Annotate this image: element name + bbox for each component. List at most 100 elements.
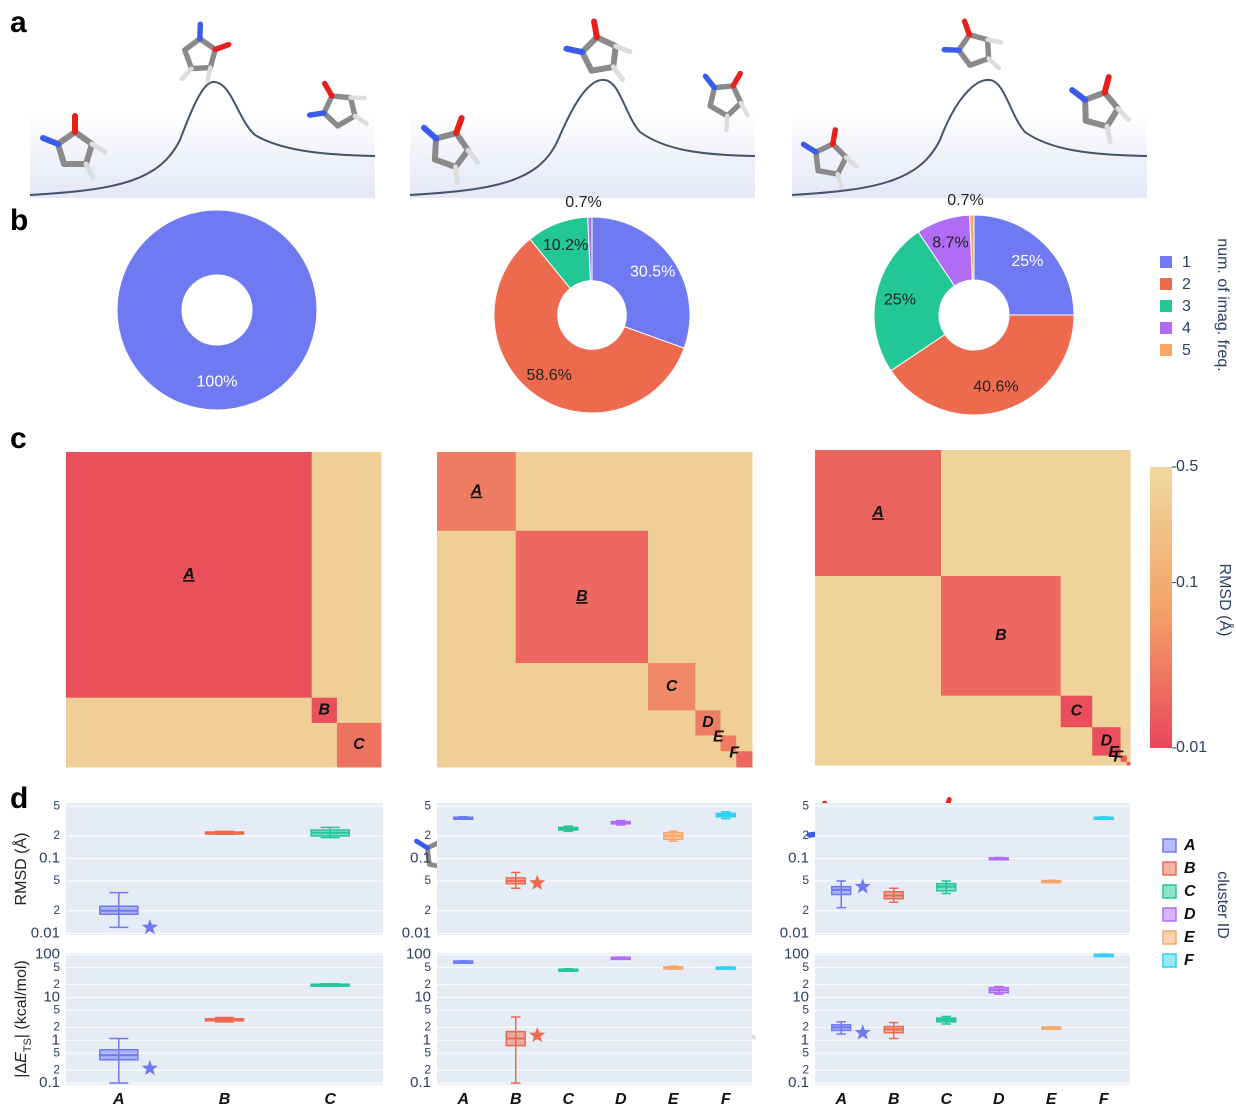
heatmap-block <box>648 751 696 768</box>
reference-star <box>141 918 158 935</box>
y-tick-label: 2 <box>424 903 431 917</box>
y-tick-label: 5 <box>802 960 809 974</box>
heatmap-block <box>515 663 649 711</box>
heatmap-block <box>1092 450 1122 577</box>
panel-label: b <box>10 204 28 237</box>
pie-label: 8.7% <box>932 234 968 251</box>
legend-swatch <box>1160 344 1172 356</box>
bond <box>321 80 335 99</box>
heatmap-block <box>1060 761 1093 766</box>
bond <box>1082 89 1121 130</box>
x-tick-label: E <box>1046 1091 1058 1108</box>
y-tick-label: 2 <box>53 1020 60 1034</box>
heatmap-block <box>941 761 1062 766</box>
heatmap-block <box>1126 450 1131 577</box>
heatmap-block <box>1092 727 1122 757</box>
heatmap-block <box>648 735 696 752</box>
heatmap-block <box>736 735 753 752</box>
y-tick-label: 0.1 <box>410 849 431 866</box>
y-tick-label: 2 <box>53 903 60 917</box>
y-tick-label: 2 <box>53 977 60 991</box>
bond <box>40 135 61 147</box>
heatmap-block <box>1092 761 1122 766</box>
bond <box>1104 123 1113 145</box>
heatmap-block <box>736 710 753 736</box>
bond <box>702 73 718 91</box>
y-tick-label: 0.01 <box>31 924 60 941</box>
heatmap-block <box>815 695 942 728</box>
legend-label: 4 <box>1182 320 1191 337</box>
heatmap-block <box>941 755 1062 763</box>
heatmap-block <box>1120 695 1128 728</box>
y-tick-label: 5 <box>53 798 60 812</box>
bond <box>941 47 962 53</box>
pie-label: 0.7% <box>947 192 983 209</box>
bond <box>306 110 327 118</box>
bond <box>179 66 194 82</box>
y-tick-label: 5 <box>53 1003 60 1017</box>
bond <box>579 34 619 74</box>
heatmap-block <box>720 710 737 736</box>
x-tick-label: B <box>888 1091 900 1108</box>
y-axis-title-part: | (kcal/mol) <box>13 960 30 1038</box>
y-tick-label: 2 <box>424 1020 431 1034</box>
y-tick-label: 5 <box>424 960 431 974</box>
y-tick-label: 5 <box>802 873 809 887</box>
reference-star <box>854 878 871 894</box>
y-tick-label: 2 <box>802 977 809 991</box>
heatmap-block <box>1120 576 1128 697</box>
cluster-label: D <box>1101 733 1113 750</box>
x-tick-label: A <box>112 1091 125 1108</box>
pie-label: 58.6% <box>526 367 571 384</box>
heatmap-block <box>1120 761 1128 766</box>
pie-slice <box>493 238 685 414</box>
reference-star <box>529 1026 546 1043</box>
heatmap-block <box>437 452 517 532</box>
cluster-label: F <box>1114 749 1125 766</box>
x-tick-label: A <box>456 1091 469 1108</box>
y-tick-label: 2 <box>424 828 431 842</box>
y-tick-label: 5 <box>424 798 431 812</box>
bond <box>55 129 95 167</box>
heatmap-block <box>336 697 382 724</box>
heatmap-block <box>736 530 753 664</box>
x-tick-label: B <box>219 1091 231 1108</box>
bond <box>985 37 1004 45</box>
cluster-label: E <box>1108 744 1120 761</box>
heatmap-block <box>1120 450 1128 577</box>
y-tick-label: 2 <box>424 1062 431 1076</box>
molecule <box>1069 74 1131 145</box>
x-tick-label: B <box>510 1091 522 1108</box>
colorbar-tick-label: 0.01 <box>1176 739 1207 756</box>
y-tick-label: 0.1 <box>788 1074 809 1091</box>
heatmap-block <box>1126 755 1131 763</box>
heatmap-block <box>1060 695 1093 728</box>
bond <box>453 164 460 185</box>
bond <box>830 127 839 147</box>
y-tick-label: 2 <box>802 1062 809 1076</box>
x-tick-label: A <box>834 1091 847 1108</box>
cluster-label: C <box>353 736 365 753</box>
heatmap-block <box>648 663 696 711</box>
heatmap-block <box>515 710 649 736</box>
heatmap-block <box>815 727 942 757</box>
legend-label: 2 <box>1182 276 1191 293</box>
heatmap-block <box>695 663 721 711</box>
y-tick-label: 1 <box>52 1031 60 1048</box>
y-axis-title-part: E <box>13 1052 30 1063</box>
molecule <box>702 70 750 133</box>
heatmap-block <box>736 452 753 532</box>
plot-background <box>66 803 383 935</box>
legend-swatch <box>1162 884 1177 899</box>
heatmap-block <box>1126 695 1131 728</box>
molecule <box>179 21 232 84</box>
y-tick-label: 100 <box>784 946 809 963</box>
bond <box>89 141 108 155</box>
colorbar-tick-label: 0.5 <box>1176 458 1198 475</box>
y-tick-label: 100 <box>35 946 60 963</box>
heatmap-block <box>941 450 1062 577</box>
molecule <box>421 115 481 185</box>
molecule <box>563 18 633 82</box>
reference-star <box>141 1059 158 1076</box>
y-tick-label: 5 <box>53 873 60 887</box>
